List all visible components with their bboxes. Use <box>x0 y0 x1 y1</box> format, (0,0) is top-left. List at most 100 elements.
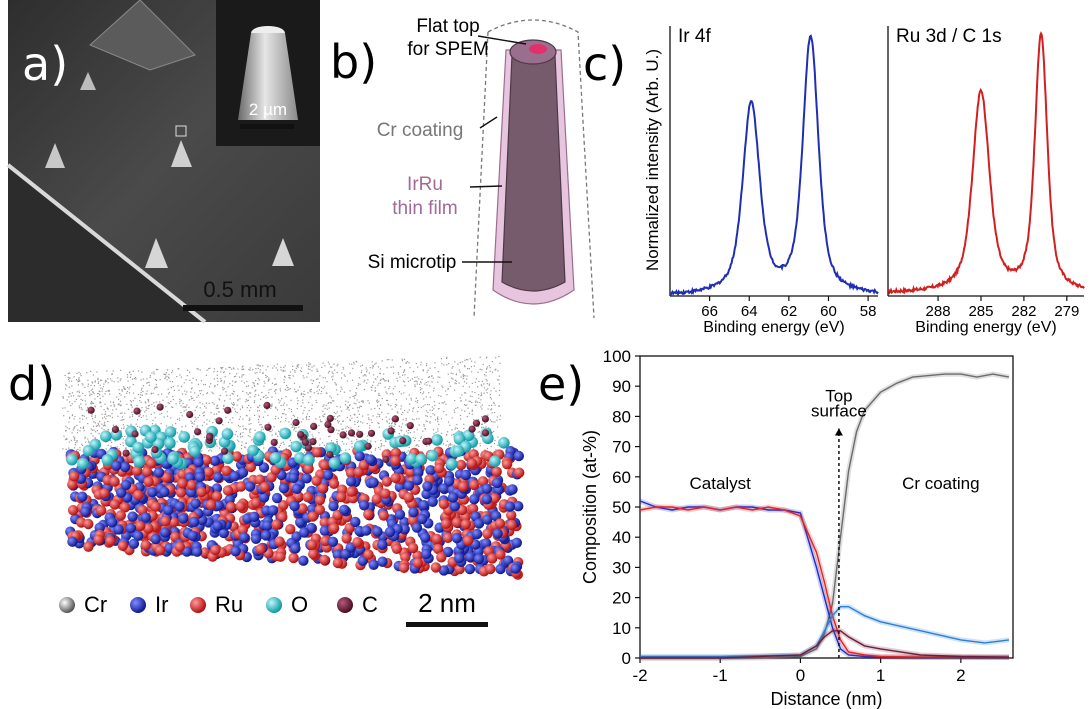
cr-atom-dot <box>142 385 145 387</box>
cr-atom-dot <box>276 409 278 411</box>
cr-atom-dot <box>263 447 265 449</box>
cr-atom-dot <box>388 359 390 361</box>
cr-atom-dot <box>459 397 461 399</box>
cr-atom-dot <box>62 407 64 409</box>
cr-atom-dot <box>335 413 337 415</box>
cr-atom-dot <box>399 376 401 378</box>
cr-atom-dot <box>125 447 127 449</box>
cr-atom-dot <box>491 432 493 434</box>
cr-atom-dot <box>239 398 241 400</box>
cr-atom-dot <box>425 396 427 398</box>
ir-atom <box>339 504 350 515</box>
cr-atom-dot <box>351 417 353 419</box>
cr-atom-dot <box>180 431 182 433</box>
cr-atom-dot <box>140 409 142 412</box>
cr-atom-dot <box>247 385 250 387</box>
cr-atom-dot <box>206 392 209 394</box>
cr-atom-dot <box>460 376 462 378</box>
cr-atom-dot <box>498 356 500 358</box>
y-tick-label: 50 <box>612 498 631 517</box>
cr-atom-dot <box>471 410 473 412</box>
cr-coating-arrow <box>479 116 498 129</box>
cr-atom-dot <box>103 409 105 411</box>
cr-atom-dot <box>342 420 344 422</box>
cr-atom-dot <box>229 383 231 385</box>
cr-atom-dot <box>67 378 70 380</box>
cr-atom-dot <box>89 395 91 397</box>
cr-atom-dot <box>461 394 463 396</box>
cr-atom-dot <box>447 388 449 390</box>
cr-atom-dot <box>279 400 281 402</box>
cr-atom-dot <box>107 382 109 384</box>
cr-atom-dot <box>81 408 83 411</box>
ru-atom <box>174 541 185 552</box>
cr-atom-dot <box>66 385 68 387</box>
cr-atom-dot <box>121 436 123 438</box>
cr-atom-dot <box>99 402 101 404</box>
sem-scale-bar <box>183 305 303 311</box>
ir-atom <box>319 554 330 566</box>
cr-atom-dot <box>483 392 485 394</box>
cr-atom-dot <box>318 424 320 427</box>
cr-atom-dot <box>426 415 428 417</box>
cr-atom-dot <box>224 376 226 378</box>
y-tick-label: 70 <box>612 438 631 457</box>
cr-atom-dot <box>101 427 103 429</box>
cr-atom-dot <box>250 407 252 409</box>
cr-atom-dot <box>231 380 234 382</box>
cr-atom-dot <box>67 372 69 374</box>
cr-atom-dot <box>300 392 303 394</box>
cr-atom-dot <box>132 370 134 372</box>
ru-atom <box>153 467 165 478</box>
cr-atom-dot <box>385 441 387 443</box>
cr-atom-dot <box>121 390 123 392</box>
cr-atom-dot <box>68 447 70 449</box>
cr-atom-dot <box>451 429 453 431</box>
cr-atom-dot <box>363 388 366 391</box>
cr-atom-dot <box>426 371 428 373</box>
cr-atom-dot <box>242 390 244 392</box>
cr-atom-dot <box>416 444 418 446</box>
cr-atom-dot <box>275 407 277 409</box>
cr-atom-dot <box>255 394 257 396</box>
cr-atom-dot <box>284 365 286 367</box>
cr-atom-dot <box>466 404 468 406</box>
o-atom <box>328 457 341 469</box>
cr-atom-dot <box>121 389 123 391</box>
cr-atom-dot <box>498 394 500 396</box>
cr-atom-dot <box>185 406 187 408</box>
cr-atom-dot <box>78 391 80 394</box>
cr-atom-dot <box>206 369 208 371</box>
cr-atom-dot <box>423 423 425 426</box>
ru-atom <box>285 524 296 535</box>
o-atom <box>279 427 292 440</box>
ir-atom <box>83 518 94 530</box>
ru-atom <box>303 463 314 474</box>
cr-atom-dot <box>239 416 241 418</box>
cr-atom-dot <box>437 408 439 410</box>
cr-atom-dot <box>172 370 174 372</box>
ru-atom <box>291 483 303 494</box>
cr-atom-dot <box>406 361 409 363</box>
cr-atom-dot <box>410 399 412 401</box>
cr-atom-dot <box>197 416 199 419</box>
cr-atom-dot <box>294 371 296 373</box>
cr-atom-dot <box>218 411 220 413</box>
cr-atom-dot <box>347 407 349 409</box>
cr-atom-dot <box>184 448 186 450</box>
cr-atom-dot <box>490 420 493 423</box>
cr-atom-dot <box>282 441 284 443</box>
cr-atom-dot <box>263 380 265 382</box>
cr-atom-dot <box>386 359 388 361</box>
ru-atom <box>354 451 365 462</box>
cr-atom-dot <box>242 418 244 420</box>
cr-atom-dot <box>190 388 192 390</box>
cr-atom-dot <box>323 386 326 388</box>
cr-atom-dot <box>254 372 256 374</box>
cr-atom-dot <box>256 372 258 374</box>
cr-atom-dot <box>110 401 112 403</box>
cr-atom-dot <box>452 378 454 380</box>
cr-atom-dot <box>389 386 391 388</box>
cr-atom-dot <box>173 389 175 391</box>
cr-atom-dot <box>273 426 275 428</box>
